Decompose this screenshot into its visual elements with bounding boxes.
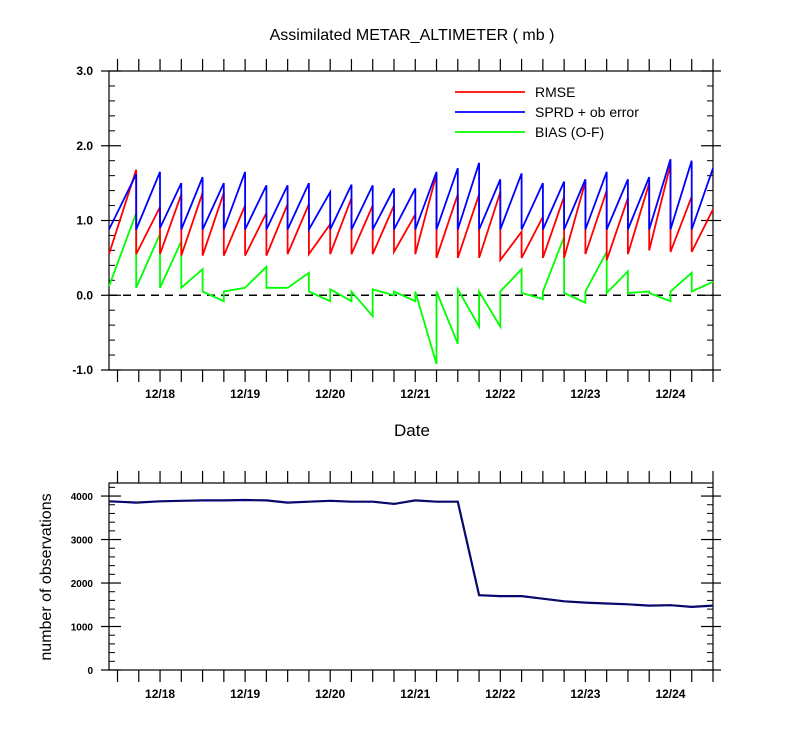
x-tick-label: 12/24 [655,387,685,401]
x-tick-label: 12/18 [145,387,175,401]
series-line-bias-o-f [108,212,714,365]
bottom-chart-plot-area: 12/18 12/19 12/20 12/21 12/22 12/23 12/24 4000 3… [71,471,721,701]
y-tick-label: 2000 [71,579,94,590]
y-tick-label: 3000 [71,536,94,547]
y-tick-label: 2.0 [76,139,93,153]
x-tick-label: 12/20 [315,687,345,701]
plot-frame [108,482,714,671]
y-tick-label: 1000 [71,623,94,634]
x-tick-label: 12/21 [400,387,430,401]
x-tick-label: 12/23 [570,687,600,701]
y-tick-label: 3.0 [76,64,93,78]
x-tick-label: 12/21 [400,687,430,701]
observations-line [108,498,714,609]
y-tick-label: 0 [87,666,93,677]
y-tick-label: 0.0 [76,288,93,302]
series-line-rmse [108,164,714,263]
x-tick-label: 12/20 [315,387,345,401]
x-tick-label: 12/24 [655,687,685,701]
x-tick-label: 12/19 [230,687,260,701]
legend-entry: BIAS (O-F) [535,124,604,140]
top-chart-assimilated-altimeter: Assimilated METAR_ALTIMETER ( mb ) 12/18… [72,27,721,440]
top-chart-plot-area: 12/18 12/19 12/20 12/21 12/22 12/23 12/24 3.0 2.… [72,59,721,401]
y-tick-label: -1.0 [72,363,93,377]
top-chart-x-axis-label: Date [394,421,430,440]
top-chart-title: Assimilated METAR_ALTIMETER ( mb ) [270,27,555,44]
legend-entry: SPRD + ob error [535,104,639,120]
legend-entry: RMSE [535,84,575,100]
y-tick-label: 4000 [71,492,94,503]
top-chart-legend: RMSE SPRD + ob error BIAS (O-F) [455,84,639,140]
bottom-chart-number-of-observations: 12/18 12/19 12/20 12/21 12/22 12/23 12/24 4000 3… [38,471,721,701]
x-tick-label: 12/18 [145,687,175,701]
observations-line-dashed-overlay [108,499,714,608]
x-tick-label: 12/19 [230,387,260,401]
bottom-chart-y-axis-label: number of observations [38,493,55,660]
x-tick-label: 12/23 [570,387,600,401]
y-tick-label: 1.0 [76,214,93,228]
x-tick-label: 12/22 [485,687,515,701]
x-tick-label: 12/22 [485,387,515,401]
series-line-sprd-ob-error [108,158,714,233]
